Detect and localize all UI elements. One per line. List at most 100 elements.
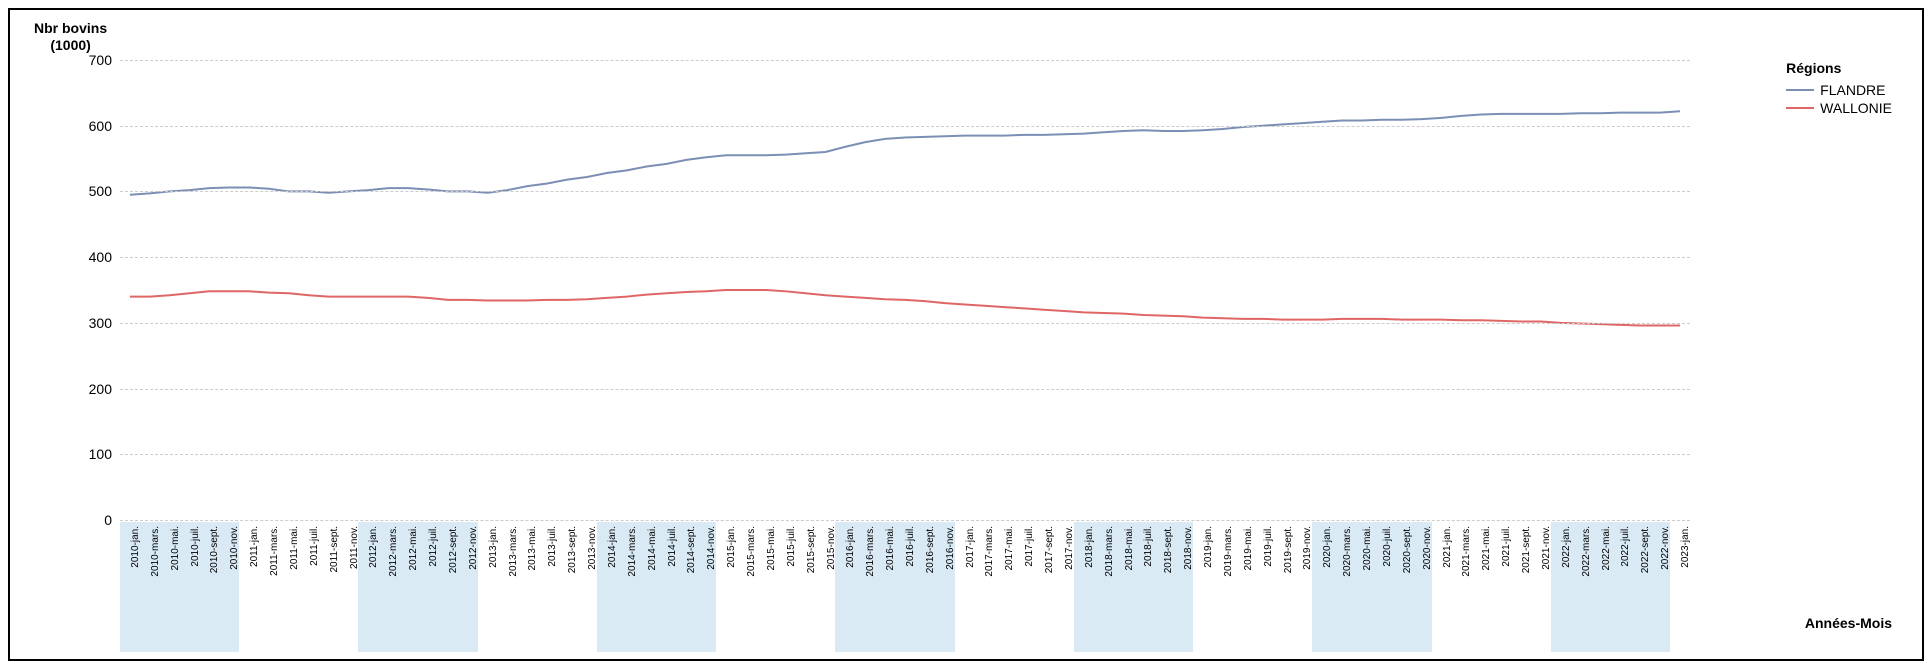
x-tick-label: 2020-sept. bbox=[1402, 526, 1413, 573]
y-tick-label: 0 bbox=[80, 512, 120, 528]
x-tick-label: 2010-nov. bbox=[229, 526, 240, 570]
x-tick-label: 2015-mai. bbox=[766, 526, 777, 570]
legend: Régions FLANDREWALLONIE bbox=[1786, 60, 1892, 118]
x-tick-label: 2010-juil. bbox=[190, 526, 201, 567]
x-tick-label: 2022-jan. bbox=[1561, 526, 1572, 568]
x-tick-label: 2017-mars. bbox=[984, 526, 995, 577]
x-tick-label: 2018-mai. bbox=[1124, 526, 1135, 570]
x-tick-label: 2020-jan. bbox=[1322, 526, 1333, 568]
x-tick-label: 2011-mai. bbox=[289, 526, 300, 570]
grid-line bbox=[120, 191, 1690, 192]
x-tick-label: 2014-mars. bbox=[627, 526, 638, 577]
x-tick-label: 2019-jan. bbox=[1203, 526, 1214, 568]
x-tick-label: 2021-mai. bbox=[1481, 526, 1492, 570]
x-tick-label: 2016-sept. bbox=[925, 526, 936, 573]
y-tick-label: 200 bbox=[80, 381, 120, 397]
x-tick-label: 2013-mai. bbox=[527, 526, 538, 570]
x-tick-label: 2018-sept. bbox=[1163, 526, 1174, 573]
x-tick-label: 2020-nov. bbox=[1422, 526, 1433, 570]
x-tick-label: 2011-nov. bbox=[349, 526, 360, 569]
grid-line bbox=[120, 454, 1690, 455]
legend-swatch bbox=[1786, 107, 1814, 109]
x-tick-label: 2014-juil. bbox=[667, 526, 678, 567]
x-tick-labels: 2010-jan. 2010-mars. 2010-mai. 2010-juil. 20… bbox=[120, 522, 1690, 652]
x-tick-label: 2021-nov. bbox=[1541, 526, 1552, 570]
grid-line bbox=[120, 257, 1690, 258]
y-tick-label: 700 bbox=[80, 52, 120, 68]
x-tick-label: 2012-mai. bbox=[408, 526, 419, 570]
x-tick-label: 2011-sept. bbox=[329, 526, 340, 573]
x-tick-label: 2020-juil. bbox=[1382, 526, 1393, 567]
x-tick-label: 2012-jan. bbox=[368, 526, 379, 568]
x-tick-label: 2015-juil. bbox=[786, 526, 797, 567]
x-tick-label: 2017-jan. bbox=[965, 526, 976, 568]
x-tick-label: 2022-mai. bbox=[1601, 526, 1612, 570]
y-axis-title: Nbr bovins (1000) bbox=[34, 20, 107, 54]
x-tick-label: 2013-nov. bbox=[587, 526, 598, 570]
x-tick-label: 2015-sept. bbox=[806, 526, 817, 573]
x-tick-label: 2019-juil. bbox=[1263, 526, 1274, 567]
x-tick-label: 2015-nov. bbox=[826, 526, 837, 570]
y-tick-label: 500 bbox=[80, 183, 120, 199]
y-axis-title-l2: (1000) bbox=[50, 37, 90, 53]
x-tick-label: 2016-jan. bbox=[845, 526, 856, 568]
x-tick-label: 2020-mars. bbox=[1342, 526, 1353, 577]
x-tick-label: 2014-nov. bbox=[706, 526, 717, 570]
grid-line bbox=[120, 520, 1690, 521]
x-tick-label: 2010-jan. bbox=[130, 526, 141, 568]
x-tick-label: 2022-nov. bbox=[1660, 526, 1671, 570]
legend-items: FLANDRE WALLONIE bbox=[1786, 82, 1892, 116]
y-axis-title-l1: Nbr bovins bbox=[34, 20, 107, 36]
x-tick-label: 2013-mars. bbox=[508, 526, 519, 577]
x-tick-label: 2012-sept. bbox=[448, 526, 459, 573]
x-tick-label: 2015-mars. bbox=[746, 526, 757, 577]
x-tick-label: 2010-mars. bbox=[150, 526, 161, 577]
x-tick-label: 2020-mai. bbox=[1362, 526, 1373, 570]
x-tick-label: 2021-mars. bbox=[1461, 526, 1472, 577]
x-tick-label: 2010-mai. bbox=[170, 526, 181, 570]
grid-line bbox=[120, 126, 1690, 127]
x-tick-label: 2014-sept. bbox=[686, 526, 697, 573]
y-tick-label: 300 bbox=[80, 315, 120, 331]
x-tick-label: 2013-jan. bbox=[488, 526, 499, 568]
x-tick-label: 2013-juil. bbox=[547, 526, 558, 567]
x-tick-label: 2014-jan. bbox=[607, 526, 618, 568]
x-tick-label: 2019-mai. bbox=[1243, 526, 1254, 570]
x-tick-label: 2018-mars. bbox=[1104, 526, 1115, 577]
series-line-wallonie bbox=[130, 290, 1680, 325]
x-tick-label: 2019-mars. bbox=[1223, 526, 1234, 577]
legend-swatch bbox=[1786, 89, 1814, 91]
x-tick-label: 2022-juil. bbox=[1620, 526, 1631, 567]
x-axis-title: Années-Mois bbox=[1805, 615, 1892, 631]
x-tick-label: 2016-mars. bbox=[865, 526, 876, 577]
x-tick-label: 2017-sept. bbox=[1044, 526, 1055, 573]
x-tick-label: 2022-sept. bbox=[1640, 526, 1651, 573]
chart-frame: Nbr bovins (1000) 0100200300400500600700… bbox=[8, 8, 1924, 661]
x-tick-label: 2014-mai. bbox=[647, 526, 658, 570]
x-tick-label: 2018-jan. bbox=[1084, 526, 1095, 568]
grid-line bbox=[120, 389, 1690, 390]
x-tick-label: 2010-sept. bbox=[209, 526, 220, 573]
x-tick-label: 2019-sept. bbox=[1283, 526, 1294, 573]
x-tick-label: 2019-nov. bbox=[1302, 526, 1313, 570]
x-tick-label: 2023-jan. bbox=[1680, 526, 1691, 568]
x-tick-label: 2016-mai. bbox=[885, 526, 896, 570]
x-tick-label: 2012-mars. bbox=[388, 526, 399, 577]
x-tick-label: 2016-nov. bbox=[945, 526, 956, 570]
legend-label: FLANDRE bbox=[1820, 82, 1885, 98]
x-tick-label: 2011-jan. bbox=[249, 526, 260, 567]
y-tick-label: 600 bbox=[80, 118, 120, 134]
series-line-flandre bbox=[130, 111, 1680, 194]
x-tick-label: 2013-sept. bbox=[567, 526, 578, 573]
x-tick-label: 2012-juil. bbox=[428, 526, 439, 567]
legend-item: FLANDRE bbox=[1786, 82, 1892, 98]
chart-svg bbox=[120, 60, 1690, 520]
legend-label: WALLONIE bbox=[1820, 100, 1892, 116]
x-tick-label: 2021-sept. bbox=[1521, 526, 1532, 573]
x-tick-label: 2016-juil. bbox=[905, 526, 916, 567]
y-tick-label: 100 bbox=[80, 446, 120, 462]
grid-line bbox=[120, 60, 1690, 61]
x-tick-label: 2011-mars. bbox=[269, 526, 280, 576]
grid-line bbox=[120, 323, 1690, 324]
plot-area: 0100200300400500600700 bbox=[120, 60, 1690, 520]
